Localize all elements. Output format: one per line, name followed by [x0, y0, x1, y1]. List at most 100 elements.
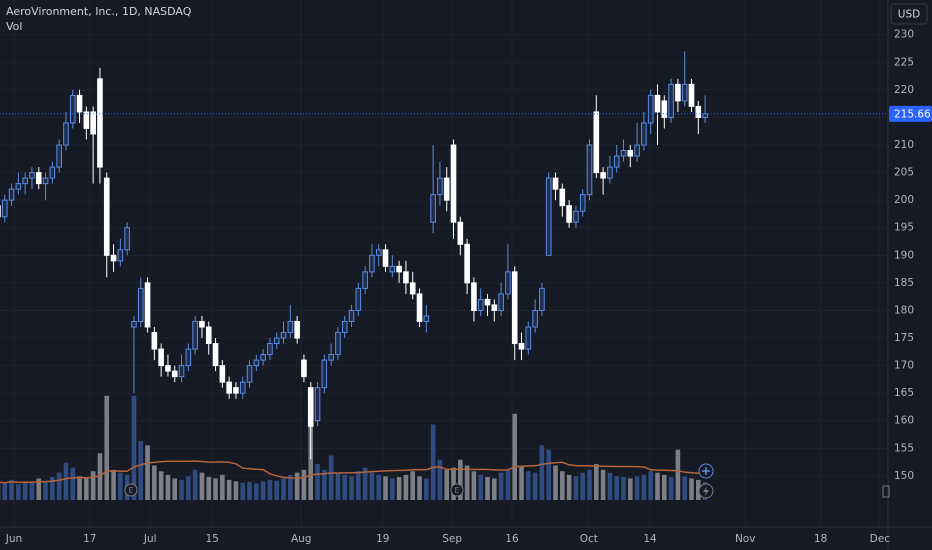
- volume-bar: [22, 481, 28, 500]
- candle-body: [457, 221, 464, 245]
- volume-bar: [335, 472, 341, 500]
- currency-label[interactable]: USD: [898, 9, 920, 21]
- candle-body: [103, 177, 110, 256]
- volume-bar: [267, 479, 273, 500]
- y-tick-label: 205: [894, 167, 914, 179]
- volume-bar: [403, 474, 409, 500]
- y-tick-label: 195: [894, 222, 914, 234]
- earnings-icon[interactable]: E: [450, 483, 464, 497]
- candle-body: [573, 210, 579, 223]
- candle-body: [443, 177, 450, 201]
- volume-bar: [226, 479, 232, 500]
- volume-bar: [383, 476, 388, 500]
- candle-body: [403, 271, 409, 284]
- x-tick-label: 14: [643, 533, 657, 545]
- volume-bar: [158, 471, 164, 500]
- candle-body: [185, 348, 192, 367]
- candle-body: [29, 172, 35, 179]
- volume-bar: [240, 482, 246, 500]
- volume-bar: [519, 465, 524, 500]
- y-tick-label: 180: [894, 304, 914, 316]
- candle-body: [165, 365, 171, 372]
- candle-body: [76, 94, 83, 113]
- candle-body: [219, 365, 226, 383]
- svg-text:E: E: [128, 486, 133, 495]
- candle-body: [110, 254, 117, 262]
- x-tick-label: 19: [376, 533, 389, 545]
- volume-bar: [145, 445, 150, 500]
- volume-bar: [492, 478, 497, 500]
- volume-bar: [233, 481, 239, 500]
- volume-bar: [77, 476, 82, 500]
- add-event-icon[interactable]: [698, 463, 714, 479]
- volume-bar: [532, 472, 538, 500]
- candle-body: [382, 249, 389, 267]
- volume-bar: [655, 472, 660, 500]
- currency-box[interactable]: [890, 3, 928, 25]
- candle-body: [491, 304, 498, 311]
- volume-bar: [539, 445, 545, 500]
- volume-bar: [281, 478, 286, 500]
- axes: 150 155 160 165 170 175 180 185 190 195 200 205 210 2…: [5, 29, 932, 545]
- volume-bar: [668, 477, 674, 500]
- candle-body: [267, 343, 273, 356]
- volume-bar: [662, 474, 667, 500]
- volume-bar: [695, 479, 701, 500]
- volume-bar: [376, 474, 382, 500]
- y-tick-label: 165: [894, 387, 914, 399]
- candle-body: [471, 282, 477, 311]
- volume-bar: [451, 467, 456, 500]
- candle-body: [144, 282, 151, 328]
- candle-body: [641, 122, 647, 146]
- candle-body: [389, 265, 396, 273]
- candle-body: [321, 359, 328, 389]
- volume-bar: [199, 472, 205, 500]
- scroll-handle[interactable]: [882, 485, 890, 498]
- candle-body: [518, 343, 525, 350]
- volume-bar: [512, 413, 518, 500]
- candle-body: [1, 199, 8, 218]
- volume-bar: [104, 395, 110, 500]
- volume-bar: [553, 465, 558, 500]
- volume-bar: [546, 449, 552, 500]
- volume-bar: [152, 465, 157, 500]
- volume-bar: [641, 474, 647, 500]
- volume-bar: [369, 472, 375, 500]
- x-tick-label: 18: [814, 533, 827, 545]
- volume-bar: [689, 478, 694, 500]
- earnings-icon[interactable]: E: [124, 483, 138, 497]
- candle-body: [450, 144, 457, 223]
- candle-body: [477, 298, 484, 311]
- volume-bar: [16, 484, 21, 500]
- last-price-box: [889, 105, 932, 122]
- volume-bar: [84, 478, 89, 500]
- volume-bar: [186, 476, 191, 500]
- candle-body: [151, 332, 158, 350]
- volume-bar: [288, 474, 293, 500]
- y-tick-label: 210: [894, 139, 914, 151]
- volume-bar: [213, 478, 218, 500]
- volume-bar: [430, 424, 436, 500]
- candle-body: [539, 287, 545, 311]
- candle-body: [355, 287, 362, 311]
- y-tick-label: 225: [894, 56, 914, 68]
- svg-text:E: E: [454, 486, 459, 495]
- candle-body: [559, 188, 566, 207]
- volume-bar: [308, 420, 314, 500]
- candle-body: [273, 337, 280, 345]
- candle-body: [280, 332, 287, 339]
- candle-body: [328, 354, 334, 361]
- news-icon[interactable]: [698, 483, 714, 499]
- candle-body: [695, 105, 702, 118]
- volume-bar: [614, 476, 620, 500]
- candle-body: [131, 320, 137, 328]
- candle-body: [634, 144, 640, 157]
- volume-bar: [50, 477, 55, 500]
- candle-body: [341, 320, 348, 334]
- x-tick-label: Aug: [291, 533, 312, 545]
- volume-bar: [301, 469, 307, 500]
- volume-bar: [328, 455, 334, 500]
- volume-bar: [29, 482, 35, 500]
- volume-bar: [478, 474, 484, 500]
